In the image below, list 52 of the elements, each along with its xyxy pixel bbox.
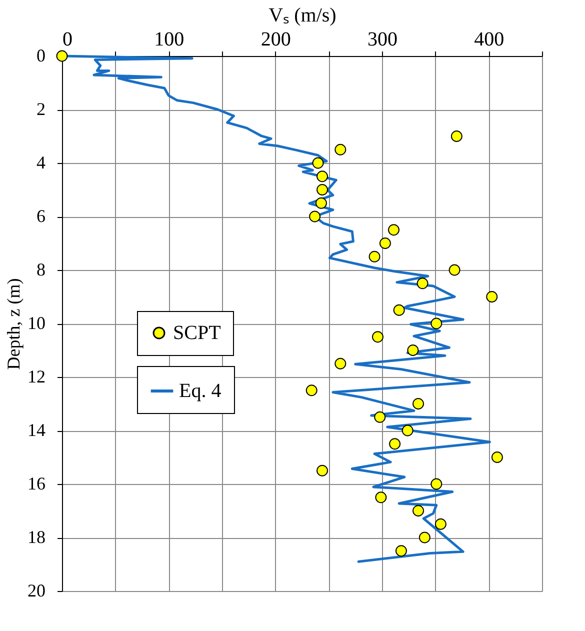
- point: [375, 492, 387, 504]
- point: [312, 157, 324, 169]
- point: [416, 278, 428, 290]
- y-tick-label: 20: [28, 580, 46, 600]
- y-axis-title: Depth, z (m): [4, 278, 24, 370]
- y-tick-label: 8: [36, 260, 46, 280]
- point: [389, 438, 401, 450]
- point: [491, 452, 503, 463]
- point: [316, 170, 328, 182]
- point: [430, 478, 442, 490]
- legend-label: Eq. 4: [179, 380, 222, 402]
- y-tick-label: 2: [36, 99, 46, 119]
- point: [368, 250, 380, 262]
- point: [402, 424, 414, 436]
- y-tick-label: 4: [36, 152, 46, 172]
- y-tick-label: 18: [28, 527, 46, 547]
- point: [393, 304, 405, 316]
- y-tick-label: 16: [28, 474, 46, 494]
- point: [372, 331, 384, 343]
- point: [316, 464, 328, 476]
- legend-label: SCPT: [173, 322, 221, 344]
- point: [379, 238, 391, 249]
- y-tick-label: 10: [28, 313, 46, 333]
- x-tick-label: 300: [368, 28, 398, 50]
- point: [334, 144, 346, 156]
- x-tick-label: 100: [154, 28, 184, 50]
- x-axis-title: Vₛ (m/s): [268, 4, 336, 26]
- point: [56, 50, 68, 62]
- point: [412, 398, 424, 410]
- point: [316, 184, 328, 196]
- y-tick-label: 14: [28, 420, 46, 440]
- point: [407, 344, 419, 356]
- y-tick-label: 0: [36, 46, 46, 66]
- point: [306, 384, 318, 396]
- x-tick-label: 0: [62, 28, 72, 50]
- point: [374, 411, 386, 423]
- point: [395, 545, 407, 557]
- y-tick-label: 12: [28, 366, 46, 386]
- point: [486, 291, 498, 302]
- point: [412, 505, 424, 516]
- point: [315, 197, 327, 209]
- point: [309, 210, 321, 222]
- point: [450, 130, 462, 142]
- point: [388, 224, 400, 236]
- y-tick-label: 6: [36, 206, 46, 226]
- point: [418, 532, 430, 544]
- point: [334, 358, 346, 370]
- x-tick-label: 200: [260, 28, 291, 50]
- point: [434, 518, 446, 530]
- point: [430, 318, 442, 330]
- x-tick-label: 400: [474, 28, 504, 50]
- point: [448, 264, 460, 276]
